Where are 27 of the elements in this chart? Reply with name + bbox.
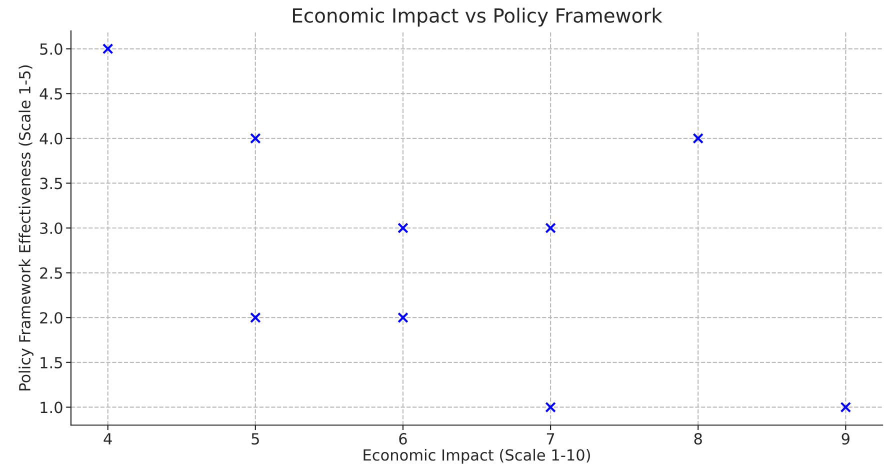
y-tick-label: 1.0 <box>40 402 62 414</box>
point <box>545 222 556 234</box>
point <box>250 312 261 324</box>
point <box>398 222 408 234</box>
y-tick-label: 2.5 <box>40 267 62 279</box>
y-tick-label: 1.5 <box>40 357 62 368</box>
y-axis-title: Policy Framework Effectiveness (Scale 1-5) <box>18 65 34 390</box>
x-tick-label: 5 <box>252 433 259 445</box>
point <box>545 402 556 413</box>
x-tick-label: 6 <box>399 433 407 445</box>
y-tick-label: 3.5 <box>40 178 62 190</box>
x-tick-label: 4 <box>104 433 112 444</box>
point <box>102 43 114 54</box>
point <box>398 312 408 324</box>
x-tick-label: 8 <box>694 433 702 445</box>
y-tick-label: 3.0 <box>40 222 62 234</box>
point <box>692 132 704 144</box>
chart-title: Economic Impact vs Policy Framework <box>293 8 662 27</box>
point <box>840 402 852 413</box>
x-axis-title: Economic Impact (Scale 1-10) <box>364 448 590 464</box>
y-tick-label: 5.0 <box>40 43 62 55</box>
x-tick-label: 9 <box>842 433 850 445</box>
y-tick-label: 2.0 <box>40 312 62 324</box>
x-tick-label: 7 <box>546 433 554 444</box>
point <box>250 132 261 144</box>
y-tick-label: 4.5 <box>40 88 62 100</box>
y-tick-label: 4.0 <box>40 132 62 144</box>
